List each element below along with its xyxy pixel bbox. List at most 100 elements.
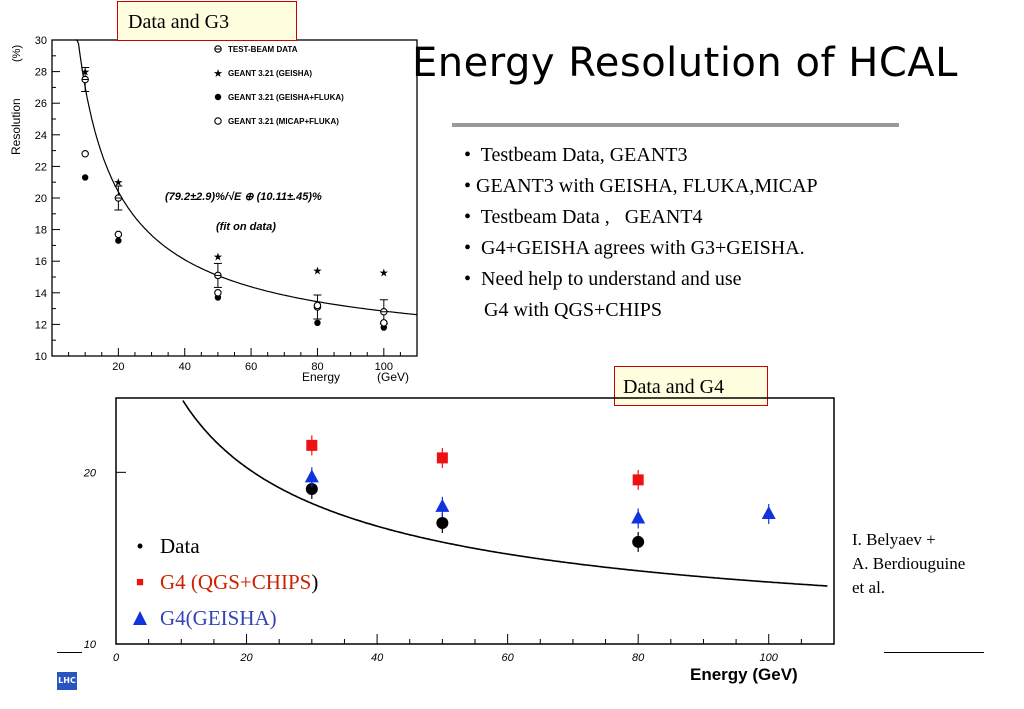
g4-x-tick-label: 20 xyxy=(239,652,253,664)
g3-point-s3 xyxy=(380,319,388,327)
g3-fit-path xyxy=(75,39,418,316)
legend-text-qgs-b: QGS+CHIPS xyxy=(197,570,312,594)
legend-item-qgs: ■ G4 (QGS+CHIPS) xyxy=(120,564,318,600)
g4-chart: 10 20 0 20 40 60 80 100 Energy (GeV) xyxy=(83,397,835,684)
g3-legend-marker xyxy=(214,117,222,125)
g3-yunit: (%) xyxy=(11,45,23,62)
bullet-item: G4 with QGS+CHIPS xyxy=(464,299,662,321)
g3-y-tick-label: 30 xyxy=(35,35,47,47)
g3-legend-marker: ★ xyxy=(213,68,223,80)
legend-bullet-data: • xyxy=(136,534,144,558)
lhc-logo: LHC xyxy=(57,672,77,690)
g3-x-tick-label: 20 xyxy=(112,361,124,373)
bullet-item: • Testbeam Data , GEANT4 xyxy=(464,206,703,228)
g4-point-data xyxy=(436,516,449,529)
legend-text-qgs-c: ) xyxy=(311,570,319,594)
g3-y-tick-label: 10 xyxy=(35,351,47,363)
g3-data-points: ★ ★ ★ ★ ★ xyxy=(80,67,389,331)
g3-legend-label: GEANT 3.21 (GEISHA) xyxy=(228,69,312,78)
g3-point-s3 xyxy=(214,289,222,297)
g4-point-qgs xyxy=(306,439,318,451)
g4-data-points xyxy=(304,435,776,552)
g3-y-tick-label: 24 xyxy=(35,130,47,142)
g3-legend-marker xyxy=(214,93,222,101)
g3-point-s2 xyxy=(314,319,321,327)
legend-item-data: • Data xyxy=(120,528,318,564)
g3-fit-formula: (79.2±2.9)%/√E ⊕ (10.11±.45)% xyxy=(165,191,322,203)
g4-axis-ticks: 10 20 0 20 40 60 80 100 xyxy=(83,467,802,664)
g3-y-tick-label: 14 xyxy=(35,288,47,300)
g4-y-tick-label: 10 xyxy=(84,639,97,651)
legend-text-geisha: G4(GEISHA) xyxy=(160,606,277,630)
credit-block: I. Belyaev + A. Berdiouguine et al. xyxy=(852,528,965,600)
g4-x-tick-label: 80 xyxy=(632,652,645,664)
g4-point-geisha xyxy=(761,506,776,520)
credit-line-2: A. Berdiouguine xyxy=(852,554,966,573)
g3-fit-curve xyxy=(75,39,418,316)
g3-y-tick-label: 20 xyxy=(35,193,47,205)
g3-point-s1: ★ xyxy=(80,67,90,79)
legend-text-data: Data xyxy=(160,534,200,558)
g4-label-box: Data and G4 xyxy=(614,366,768,406)
g3-legend-label: TEST-BEAM DATA xyxy=(228,45,298,54)
g4-x-tick-label: 40 xyxy=(371,652,384,664)
g3-point-s2 xyxy=(81,174,89,181)
g3-point-s3 xyxy=(313,301,322,310)
legend-bullet-geisha: ▲ xyxy=(128,605,152,631)
g3-xlabel: Energy xyxy=(302,370,340,384)
g3-point-s1: ★ xyxy=(113,177,123,189)
page-title: Energy Resolution of HCAL xyxy=(412,40,958,86)
g3-y-tick-label: 28 xyxy=(35,67,47,79)
g3-y-tick-label: 12 xyxy=(35,319,47,331)
g4-fit-curve xyxy=(182,400,828,587)
g4-legend: • Data ■ G4 (QGS+CHIPS) ▲ G4(GEISHA) xyxy=(120,528,318,636)
g3-y-tick-label: 22 xyxy=(35,161,47,173)
g4-point-data xyxy=(305,482,318,495)
g3-legend: TEST-BEAM DATA ★ GEANT 3.21 (GEISHA) GEANT … xyxy=(213,45,344,126)
g4-xlabel: Energy (GeV) xyxy=(690,665,798,684)
legend-text-qgs-a: G4 ( xyxy=(160,570,198,594)
g3-legend-label: GEANT 3.21 (GEISHA+FLUKA) xyxy=(228,93,344,102)
g3-point-s3 xyxy=(114,230,123,239)
g4-point-geisha xyxy=(304,469,319,483)
g3-axis-ticks: 10 12 14 16 18 20 22 24 26 28 30 20 40 60 80 100 xyxy=(35,35,401,373)
g4-point-data xyxy=(632,535,645,548)
g4-point-geisha xyxy=(631,510,646,524)
g4-x-tick-label: 60 xyxy=(502,652,515,664)
bullet-item: • GEANT3 with GEISHA, FLUKA,MICAP xyxy=(464,175,818,197)
g3-xunit: (GeV) xyxy=(377,370,409,384)
g3-chart: 10 12 14 16 18 20 22 24 26 28 30 20 40 60 80 100 ★ ★ ★ ★ ★ … xyxy=(9,35,418,384)
g3-x-tick-label: 100 xyxy=(375,361,393,373)
legend-bullet-qgs: ■ xyxy=(136,574,144,589)
credit-line-1: I. Belyaev + xyxy=(852,530,936,549)
credit-line-3: et al. xyxy=(852,578,886,597)
g4-x-tick-label: 100 xyxy=(760,652,779,664)
g3-ylabel: Resolution xyxy=(9,98,23,155)
g3-x-tick-label: 40 xyxy=(179,361,191,373)
g3-y-tick-label: 18 xyxy=(35,225,47,237)
g3-y-tick-label: 16 xyxy=(35,256,47,268)
footer-rule xyxy=(884,652,984,653)
g4-y-tick-label: 20 xyxy=(83,467,97,479)
g3-fit-note: (fit on data) xyxy=(216,221,276,233)
bullet-list: • Testbeam Data, GEANT3 • GEANT3 with GE… xyxy=(464,140,818,326)
bullet-item: • G4+GEISHA agrees with G3+GEISHA. xyxy=(464,237,805,259)
g3-legend-label: GEANT 3.21 (MICAP+FLUKA) xyxy=(228,117,339,126)
g3-point-s1: ★ xyxy=(313,266,323,278)
g3-label-box: Data and G3 xyxy=(117,1,297,41)
footer-rule-left xyxy=(57,652,82,653)
bullet-item: • Testbeam Data, GEANT3 xyxy=(464,144,688,166)
legend-item-geisha: ▲ G4(GEISHA) xyxy=(120,600,318,636)
g3-x-tick-label: 60 xyxy=(245,361,257,373)
title-rule xyxy=(452,123,899,127)
g4-fit-path xyxy=(182,400,828,587)
g3-point-s1: ★ xyxy=(379,267,389,279)
g3-y-tick-label: 26 xyxy=(35,98,47,110)
g4-point-geisha xyxy=(435,498,450,512)
g4-point-qgs xyxy=(632,474,644,486)
bullet-item: • Need help to understand and use xyxy=(464,268,742,290)
g4-x-tick-label: 0 xyxy=(113,652,120,664)
g3-point-s2 xyxy=(115,237,122,244)
g3-point-s1: ★ xyxy=(213,251,223,263)
g4-point-qgs xyxy=(436,452,448,464)
